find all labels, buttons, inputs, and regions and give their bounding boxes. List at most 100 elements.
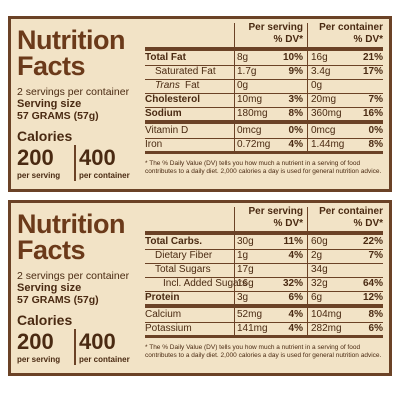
nutrient-name: Iron: [145, 139, 163, 150]
daily-value: 4%: [288, 250, 303, 261]
header: % DV*: [273, 218, 303, 229]
row-rule: [145, 277, 383, 278]
thick-rule: [145, 335, 383, 338]
nutrient-name: Calcium: [145, 309, 182, 320]
per-container-label: per container: [79, 355, 130, 364]
daily-value: 4%: [288, 139, 303, 150]
daily-value: 6%: [288, 292, 303, 303]
daily-value: 64%: [362, 278, 383, 289]
amount: 8g: [237, 52, 249, 63]
daily-value: 11%: [283, 236, 303, 247]
daily-value: 32%: [282, 278, 303, 289]
amount: 0.72mg: [237, 139, 271, 150]
per-container-label: per container: [79, 171, 130, 180]
calories-per-serving: 200: [17, 145, 54, 170]
amount: 34g: [311, 264, 328, 275]
amount: 60g: [311, 236, 328, 247]
calories-label: Calories: [17, 128, 73, 144]
amount: 180mg: [237, 108, 268, 119]
daily-value: 21%: [362, 52, 383, 63]
daily-value: 8%: [368, 309, 383, 320]
thick-rule: [145, 120, 383, 124]
thick-rule: [145, 304, 383, 308]
amount: 6g: [311, 292, 323, 303]
title: Facts: [17, 235, 86, 265]
calories-per-container: 400: [79, 145, 116, 170]
nutrient-name: Sodium: [145, 108, 182, 119]
serving-size: 57 GRAMS (57g): [17, 294, 99, 306]
amount: 10mg: [237, 94, 263, 105]
col-divider: [234, 23, 235, 153]
daily-value: 22%: [362, 236, 383, 247]
row-rule: [145, 107, 383, 108]
daily-value: 6%: [368, 323, 383, 334]
amount: 3.4g: [311, 66, 331, 77]
divider: [74, 329, 76, 365]
thick-rule: [145, 47, 383, 51]
amount: 1g: [237, 250, 249, 261]
nutrient-name: Dietary Fiber: [155, 250, 213, 261]
serving-size-label: Serving size: [17, 98, 82, 110]
amount: 52mg: [237, 309, 263, 320]
header: Per serving: [248, 206, 303, 217]
row-rule: [145, 79, 383, 80]
col-divider: [307, 23, 308, 153]
nutrient-name: Cholesterol: [145, 94, 201, 105]
nutrient-name: Total Carbs.: [145, 236, 203, 247]
servings: 2 servings per container: [17, 86, 130, 98]
footnote: * The % Daily Value (DV) tells you how m…: [145, 344, 382, 360]
serving-size-label: Serving size: [17, 282, 82, 294]
nutrient-name: Vitamin D: [145, 125, 189, 136]
daily-value: 3%: [288, 94, 303, 105]
daily-value: 0%: [288, 125, 303, 136]
daily-value: 17%: [362, 66, 383, 77]
nutrient-name: Saturated Fat: [155, 66, 216, 77]
daily-value: 10%: [282, 52, 303, 63]
calories-per-container: 400: [79, 329, 116, 354]
label-panel: Nutrition Facts 2 servings per container Se…: [8, 16, 392, 192]
thick-rule: [145, 151, 383, 154]
label-panel: Nutrition Facts 2 servings per container Se…: [8, 200, 392, 376]
nutrient-name: Trans: [155, 80, 180, 91]
amount: 30g: [237, 236, 254, 247]
per-serving-label: per serving: [17, 355, 61, 364]
header: % DV*: [353, 34, 383, 45]
serving-size: 57 GRAMS (57g): [17, 110, 99, 122]
row-rule: [145, 65, 383, 66]
amount: 2g: [311, 250, 323, 261]
header: Per container: [319, 22, 383, 33]
footnote: * The % Daily Value (DV) tells you how m…: [145, 160, 382, 176]
title: Facts: [17, 51, 86, 81]
amount: 104mg: [311, 309, 342, 320]
nutrient-name: Total Sugars: [155, 264, 211, 275]
nutrient-name: Protein: [145, 292, 180, 303]
col-divider: [307, 207, 308, 337]
amount: 16g: [237, 278, 254, 289]
header: % DV*: [353, 218, 383, 229]
amount: 141mg: [237, 323, 268, 334]
row-rule: [145, 291, 383, 292]
nutrient-name: Total Fat: [145, 52, 186, 63]
amount: 3g: [237, 292, 249, 303]
col-divider: [234, 207, 235, 337]
nutrient-name: Potassium: [145, 323, 192, 334]
row-rule: [145, 93, 383, 94]
nutrient-name: Incl. Added Sugars: [163, 278, 247, 289]
calories-per-serving: 200: [17, 329, 54, 354]
per-serving-label: per serving: [17, 171, 61, 180]
header: % DV*: [273, 34, 303, 45]
daily-value: 9%: [288, 66, 303, 77]
daily-value: 8%: [288, 108, 303, 119]
daily-value: 8%: [368, 139, 383, 150]
daily-value: 4%: [288, 323, 303, 334]
daily-value: 0%: [368, 125, 383, 136]
calories-label: Calories: [17, 312, 73, 328]
amount: 282mg: [311, 323, 342, 334]
thick-rule: [145, 231, 383, 235]
row-rule: [145, 263, 383, 264]
divider: [74, 145, 76, 181]
amount: 1.7g: [237, 66, 257, 77]
amount: 0mcg: [237, 125, 262, 136]
header: Per serving: [248, 22, 303, 33]
